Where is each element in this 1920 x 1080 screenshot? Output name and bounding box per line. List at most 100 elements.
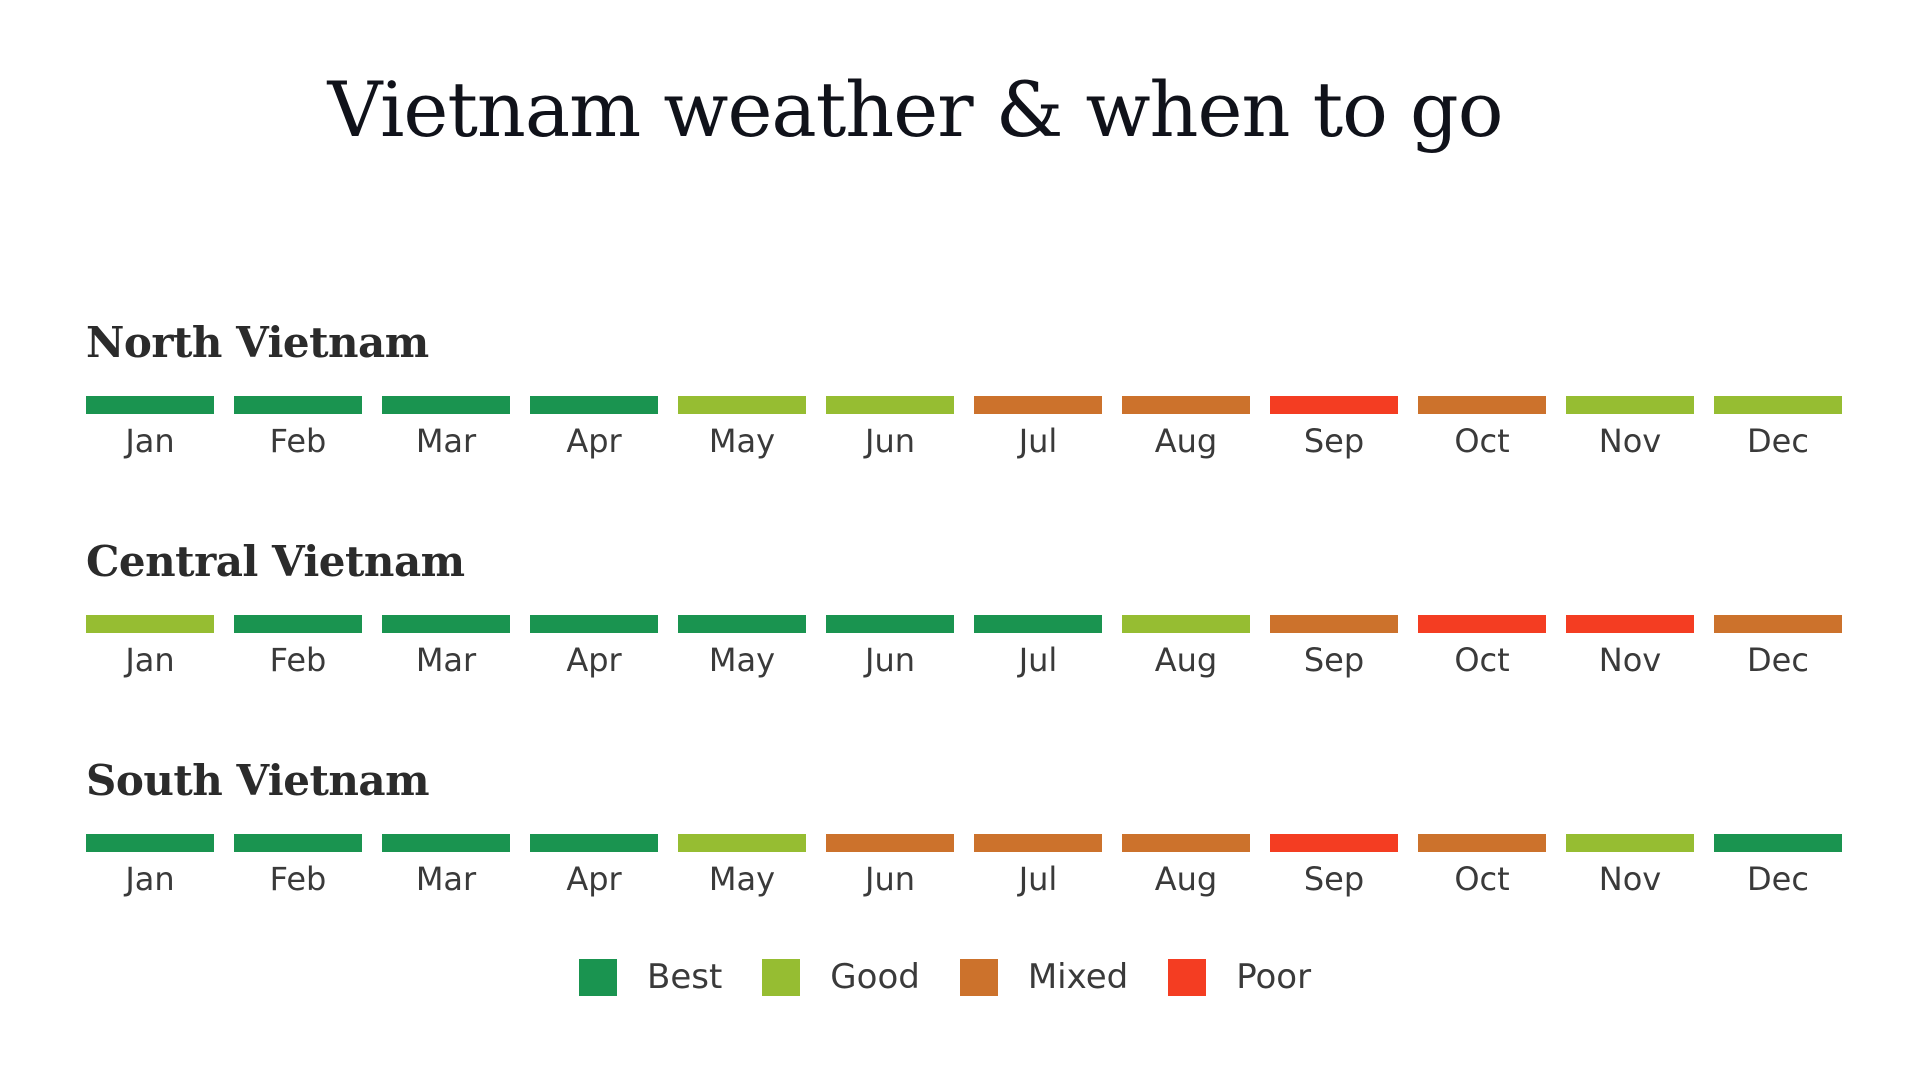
region-title: North Vietnam xyxy=(86,318,429,367)
month-label: Jan xyxy=(125,422,175,460)
rating-bar xyxy=(974,396,1102,414)
month-label: Apr xyxy=(566,422,622,460)
legend-item-good: Good xyxy=(762,957,920,997)
month-label: Aug xyxy=(1154,641,1218,679)
month-label: Oct xyxy=(1454,641,1510,679)
month-label: Apr xyxy=(566,860,622,898)
rating-bar xyxy=(1122,834,1250,852)
month-cell: Oct xyxy=(1418,615,1546,678)
rating-bar xyxy=(1714,396,1842,414)
month-label: Feb xyxy=(269,422,327,460)
month-label: Mar xyxy=(415,641,477,679)
month-row: Jan Feb Mar Apr May Jun Jul Aug Sep Oct Nov Dec xyxy=(86,834,1846,914)
month-label: Mar xyxy=(415,860,477,898)
month-label: Apr xyxy=(566,641,622,679)
month-cell: Nov xyxy=(1566,396,1694,459)
month-cell: Nov xyxy=(1566,834,1694,897)
rating-bar xyxy=(86,396,214,414)
rating-bar xyxy=(826,834,954,852)
rating-bar xyxy=(826,615,954,633)
month-cell: Oct xyxy=(1418,396,1546,459)
month-cell: Apr xyxy=(530,615,658,678)
month-cell: May xyxy=(678,615,806,678)
region-title: South Vietnam xyxy=(86,756,430,805)
month-cell: Jun xyxy=(826,615,954,678)
month-label: Jul xyxy=(1018,860,1058,898)
month-cell: May xyxy=(678,834,806,897)
month-label: Aug xyxy=(1154,422,1218,460)
month-cell: Jan xyxy=(86,615,214,678)
month-cell: May xyxy=(678,396,806,459)
month-label: Sep xyxy=(1303,641,1365,679)
month-cell: Sep xyxy=(1270,396,1398,459)
month-cell: Jun xyxy=(826,834,954,897)
legend-label: Best xyxy=(647,957,723,997)
month-cell: Sep xyxy=(1270,615,1398,678)
month-cell: Jul xyxy=(974,834,1102,897)
legend-swatch-poor xyxy=(1168,958,1207,996)
month-cell: Oct xyxy=(1418,834,1546,897)
legend-item-poor: Poor xyxy=(1168,957,1311,997)
rating-bar xyxy=(234,615,362,633)
month-cell: Dec xyxy=(1714,396,1842,459)
rating-bar xyxy=(1714,615,1842,633)
legend-swatch-mixed xyxy=(959,958,998,996)
rating-bar xyxy=(678,615,806,633)
rating-bar xyxy=(530,396,658,414)
month-cell: Jul xyxy=(974,396,1102,459)
month-label: Oct xyxy=(1454,422,1510,460)
month-label: Jan xyxy=(125,641,175,679)
month-label: Sep xyxy=(1303,860,1365,898)
legend-swatch-best xyxy=(579,958,617,996)
legend-item-best: Best xyxy=(579,957,722,997)
rating-bar xyxy=(86,834,214,852)
month-cell: Jul xyxy=(974,615,1102,678)
month-label: Dec xyxy=(1747,422,1809,460)
month-cell: Aug xyxy=(1122,396,1250,459)
legend-label: Good xyxy=(830,957,920,997)
month-label: Mar xyxy=(415,422,477,460)
rating-bar xyxy=(1566,396,1694,414)
month-cell: Feb xyxy=(234,834,362,897)
legend-label: Mixed xyxy=(1027,957,1129,997)
month-cell: Apr xyxy=(530,834,658,897)
rating-bar xyxy=(678,834,806,852)
month-label: Dec xyxy=(1747,860,1809,898)
month-row: Jan Feb Mar Apr May Jun Jul Aug Sep Oct Nov Dec xyxy=(86,396,1846,476)
month-label: Sep xyxy=(1303,422,1365,460)
rating-bar xyxy=(974,615,1102,633)
month-cell: Feb xyxy=(234,615,362,678)
rating-bar xyxy=(1566,834,1694,852)
rating-bar xyxy=(382,615,510,633)
month-label: Jul xyxy=(1018,641,1058,679)
month-cell: Dec xyxy=(1714,615,1842,678)
rating-bar xyxy=(382,834,510,852)
rating-bar xyxy=(1270,615,1398,633)
month-cell: Feb xyxy=(234,396,362,459)
month-label: Feb xyxy=(269,641,327,679)
month-label: Jul xyxy=(1018,422,1058,460)
month-label: Jun xyxy=(865,422,915,460)
month-cell: Jun xyxy=(826,396,954,459)
rating-bar xyxy=(530,615,658,633)
month-label: Feb xyxy=(269,860,327,898)
month-label: Jun xyxy=(865,860,915,898)
month-label: Aug xyxy=(1154,860,1218,898)
month-cell: Apr xyxy=(530,396,658,459)
month-label: May xyxy=(708,860,776,898)
month-cell: Mar xyxy=(382,834,510,897)
rating-bar xyxy=(86,615,214,633)
month-label: Nov xyxy=(1598,422,1662,460)
month-cell: Mar xyxy=(382,396,510,459)
rating-bar xyxy=(1714,834,1842,852)
month-cell: Aug xyxy=(1122,834,1250,897)
month-label: Oct xyxy=(1454,860,1510,898)
month-row: Jan Feb Mar Apr May Jun Jul Aug Sep Oct Nov Dec xyxy=(86,615,1846,695)
rating-bar xyxy=(1418,834,1546,852)
rating-bar xyxy=(1122,615,1250,633)
month-label: Dec xyxy=(1747,641,1809,679)
month-cell: Aug xyxy=(1122,615,1250,678)
rating-bar xyxy=(1270,834,1398,852)
month-label: Nov xyxy=(1598,860,1662,898)
legend-swatch-good xyxy=(762,958,801,996)
